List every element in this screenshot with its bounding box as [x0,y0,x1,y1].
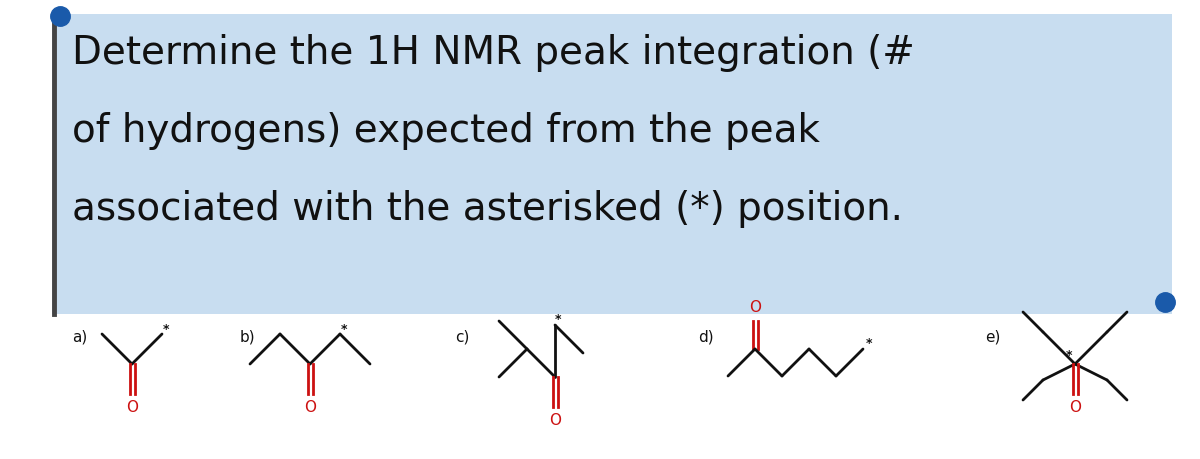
Text: Determine the 1H NMR peak integration (#: Determine the 1H NMR peak integration (# [72,34,914,72]
Text: O: O [749,300,761,315]
Text: d): d) [698,330,714,345]
Text: a): a) [72,330,88,345]
Text: c): c) [455,330,469,345]
Text: *: * [341,323,347,336]
Text: *: * [865,336,872,349]
Text: b): b) [240,330,256,345]
Text: *: * [163,323,169,336]
Text: O: O [1069,400,1081,415]
Text: O: O [550,413,562,428]
FancyBboxPatch shape [52,14,1172,314]
Text: *: * [1066,349,1073,363]
Text: e): e) [985,330,1001,345]
Text: of hydrogens) expected from the peak: of hydrogens) expected from the peak [72,112,820,150]
Text: O: O [304,400,316,415]
Text: O: O [126,400,138,415]
Text: associated with the asterisked (*) position.: associated with the asterisked (*) posit… [72,190,904,228]
Text: *: * [554,313,562,325]
